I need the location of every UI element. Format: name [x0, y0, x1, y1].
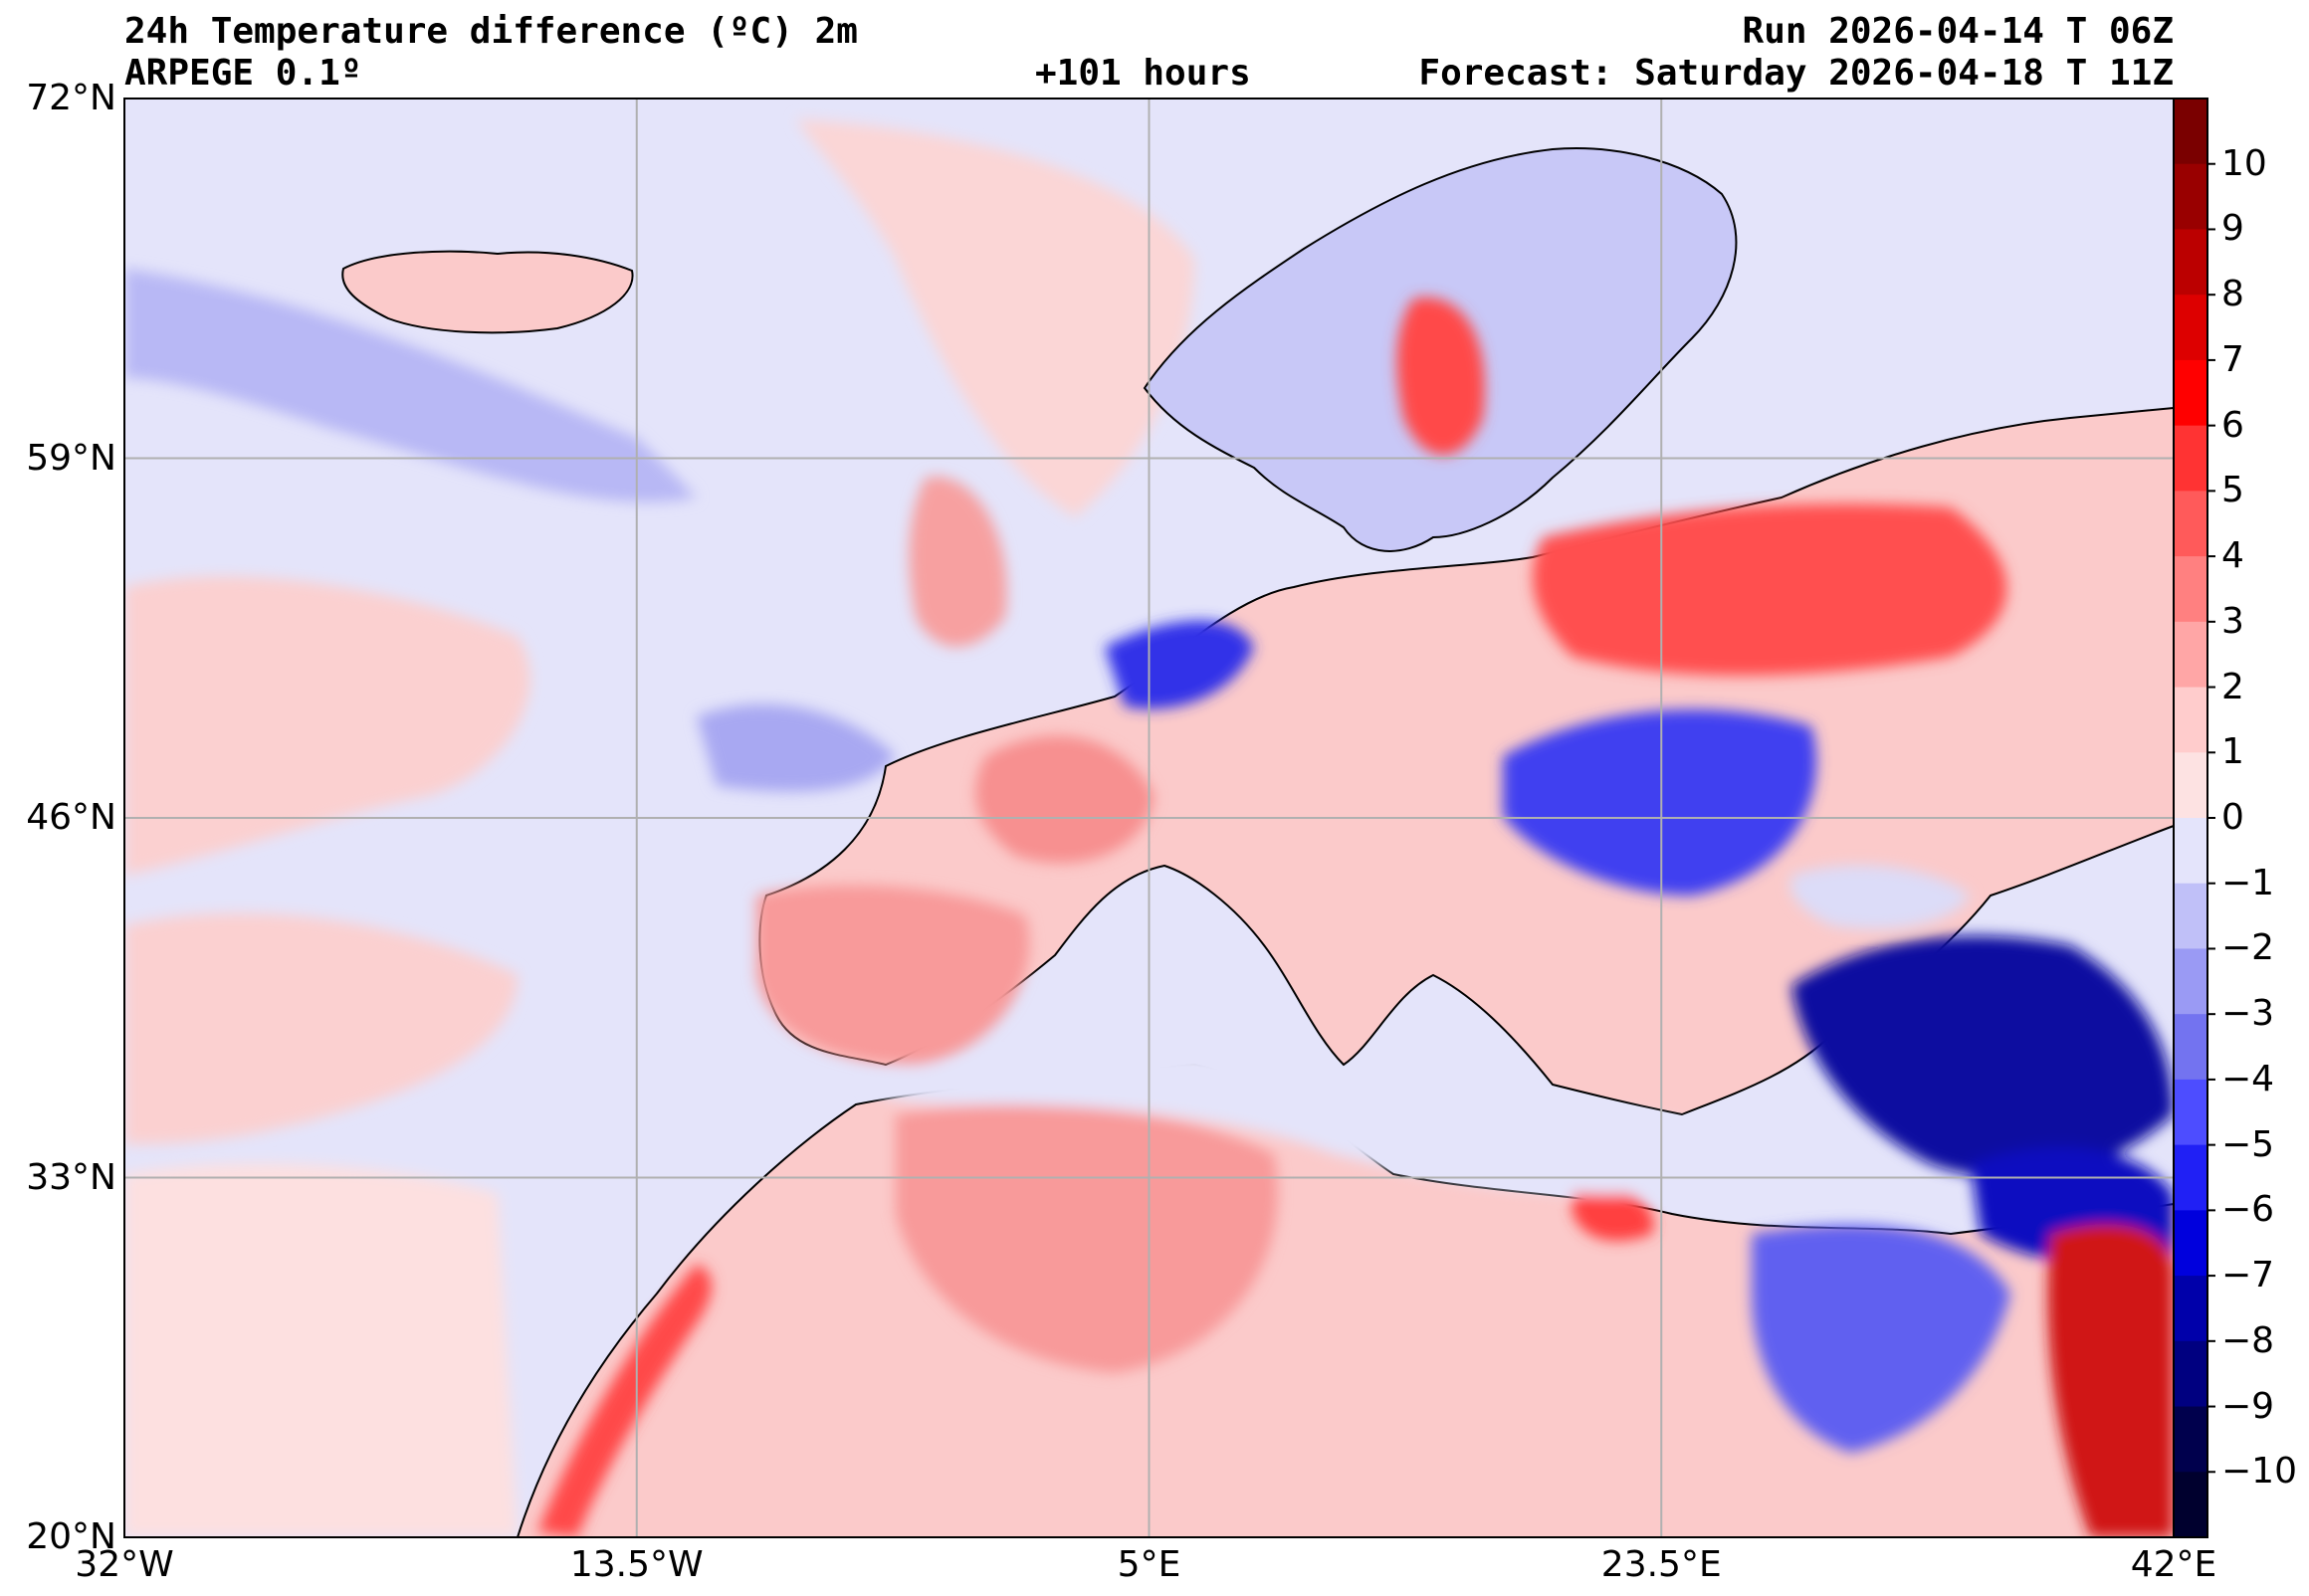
lon-tick-label-0: 32°W	[75, 1544, 174, 1585]
atlantic-warm-region	[124, 576, 530, 876]
lat-tick-label-3: 33°N	[26, 1156, 116, 1198]
north-atlantic-cold-band	[124, 269, 697, 502]
arabia-warm-region	[2047, 1224, 2174, 1537]
colorbar	[2174, 99, 2215, 1538]
lon-tick-label-3: 23.5°E	[1600, 1544, 1722, 1585]
balkans-cold-region	[1503, 709, 1816, 896]
morocco-coast-warm-band	[537, 1264, 712, 1537]
map-title: 24h Temperature difference (ºC) 2m	[124, 11, 858, 52]
colorbar-tick-label-1: 9	[2221, 208, 2244, 250]
colorbar-segment-19	[2174, 1340, 2207, 1408]
colorbar-segment-15	[2174, 1079, 2207, 1146]
colorbar-tick-label-14: −4	[2221, 1058, 2275, 1099]
mediterranean-sea	[866, 1051, 1725, 1194]
colorbar-segment-5	[2174, 425, 2207, 492]
sweden-warm-spot	[1396, 297, 1485, 456]
map-field	[124, 99, 2174, 1537]
colorbar-tick-label-4: 6	[2221, 404, 2244, 446]
colorbar-tick-label-19: −9	[2221, 1385, 2275, 1427]
colorbar-tick-label-7: 3	[2221, 600, 2244, 642]
colorbar-tick-label-15: −5	[2221, 1123, 2275, 1165]
colorbar-segment-17	[2174, 1210, 2207, 1277]
graticule	[124, 99, 2174, 1537]
egypt-cold-region	[1752, 1224, 2010, 1453]
iberia-warm-region	[756, 885, 1030, 1065]
colorbar-tick-label-0: 10	[2221, 142, 2267, 184]
norwegian-sea-warm-region	[796, 119, 1194, 517]
colorbar-segment-18	[2174, 1276, 2207, 1342]
colorbar-tick-label-5: 5	[2221, 470, 2244, 511]
subtropical-warm-region	[124, 1163, 518, 1537]
colorbar-tick-label-12: −2	[2221, 927, 2275, 969]
lat-tick-label-1: 59°N	[26, 437, 116, 479]
lon-tick-label-4: 42°E	[2130, 1544, 2217, 1585]
colorbar-tick-label-13: −3	[2221, 993, 2275, 1035]
colorbar-tick-label-17: −7	[2221, 1255, 2275, 1297]
colorbar-segment-2	[2174, 229, 2207, 296]
run-time: Run 2026-04-14 T 06Z	[1742, 11, 2174, 52]
low-countries-cold-spot	[1105, 620, 1254, 709]
colorbar-segment-21	[2174, 1472, 2207, 1538]
france-warm-region	[975, 735, 1154, 864]
colorbar-tick-label-3: 7	[2221, 338, 2244, 380]
colorbar-segment-7	[2174, 556, 2207, 623]
forecast-valid-time: Forecast: Saturday 2026-04-18 T 11Z	[1418, 53, 2174, 94]
colorbar-segment-3	[2174, 295, 2207, 361]
uk-warm-spot	[909, 477, 1007, 647]
colorbar-segment-0	[2174, 99, 2207, 165]
black-sea	[1790, 865, 1971, 929]
colorbar-segment-16	[2174, 1144, 2207, 1211]
colorbar-segment-1	[2174, 163, 2207, 230]
eastern-europe-warm-region	[1533, 503, 2007, 676]
lat-tick-label-0: 72°N	[26, 78, 116, 118]
colorbar-segment-9	[2174, 687, 2207, 753]
biscay-cold-region	[697, 703, 896, 792]
colorbar-frame	[2173, 98, 2208, 1538]
model-label: ARPEGE 0.1º	[124, 53, 362, 94]
iceland	[341, 250, 634, 334]
colorbar-tick-label-6: 4	[2221, 535, 2244, 577]
colorbar-segment-10	[2174, 752, 2207, 819]
colorbar-segment-20	[2174, 1406, 2207, 1473]
lat-tick-label-4: 20°N	[26, 1516, 116, 1557]
forecast-lead-time: +101 hours	[1035, 53, 1251, 94]
lon-tick-label-2: 5°E	[1117, 1544, 1181, 1585]
colorbar-segment-13	[2174, 948, 2207, 1015]
colorbar-segment-14	[2174, 1014, 2207, 1081]
lon-tick-label-1: 13.5°W	[569, 1544, 704, 1585]
colorbar-segment-8	[2174, 621, 2207, 689]
colorbar-segment-6	[2174, 491, 2207, 557]
colorbar-tick-label-11: −1	[2221, 862, 2275, 903]
atlantic-anomaly-field	[124, 119, 1194, 1537]
turkey-cold-region	[1791, 935, 2174, 1178]
azores-warm-region	[124, 913, 518, 1144]
colorbar-tick-label-9: 1	[2221, 731, 2244, 773]
sahara-warm-region	[896, 1104, 1278, 1373]
anomaly-overlays	[537, 297, 2174, 1537]
colorbar-tick-label-20: −10	[2221, 1451, 2297, 1493]
colorbar-tick-label-10: 0	[2221, 797, 2244, 838]
colorbar-tick-label-2: 8	[2221, 274, 2244, 315]
colorbar-tick-label-16: −6	[2221, 1189, 2275, 1231]
colorbar-segment-11	[2174, 818, 2207, 885]
colorbar-segment-4	[2174, 359, 2207, 427]
libya-coast-warm-spot	[1573, 1186, 1654, 1242]
colorbar-tick-label-8: 2	[2221, 666, 2244, 707]
colorbar-tick-label-18: −8	[2221, 1319, 2275, 1361]
colorbar-segment-12	[2174, 883, 2207, 949]
lat-tick-label-2: 46°N	[26, 797, 116, 838]
